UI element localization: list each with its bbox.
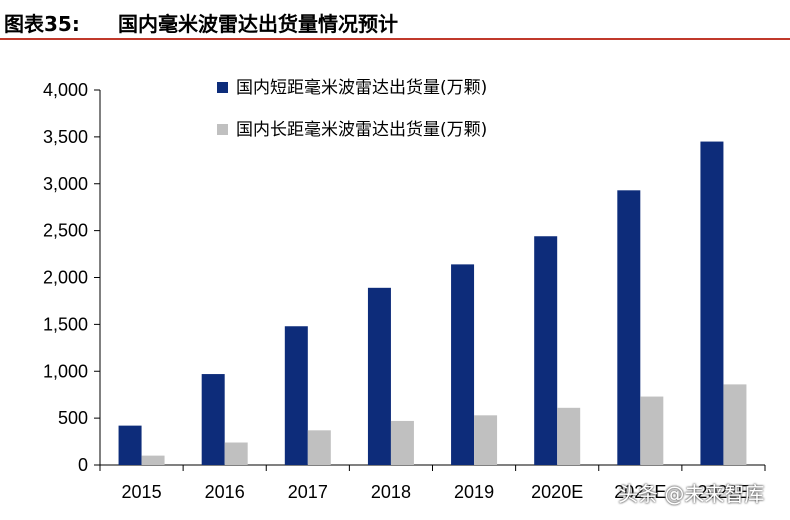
bar-long-range bbox=[141, 455, 165, 465]
y-tick-label: 1,000 bbox=[43, 361, 88, 381]
x-tick-label: 2016 bbox=[205, 482, 245, 502]
x-tick-label: 2019 bbox=[454, 482, 494, 502]
bar-long-range bbox=[390, 420, 414, 465]
legend-label: 国内长距毫米波雷达出货量(万颗) bbox=[236, 120, 487, 140]
bar-short-range bbox=[118, 425, 142, 465]
legend-swatch bbox=[217, 124, 228, 135]
bar-long-range bbox=[307, 430, 331, 465]
bar-short-range bbox=[617, 190, 641, 465]
bar-short-range bbox=[451, 264, 475, 465]
x-tick-label: 2022E bbox=[697, 482, 749, 502]
title-divider bbox=[0, 38, 790, 40]
bar-long-range bbox=[640, 396, 664, 465]
bar-short-range bbox=[534, 236, 558, 465]
bar-long-range bbox=[557, 407, 581, 465]
y-tick-label: 2,500 bbox=[43, 221, 88, 241]
bar-long-range bbox=[723, 384, 747, 465]
chart-title: 国内毫米波雷达出货量情况预计 bbox=[118, 12, 398, 36]
legend-swatch bbox=[217, 82, 228, 93]
y-tick-label: 3,000 bbox=[43, 174, 88, 194]
figure-label: 图表35: bbox=[4, 12, 80, 36]
x-tick-label: 2020E bbox=[531, 482, 583, 502]
legend-label: 国内短距毫米波雷达出货量(万颗) bbox=[236, 78, 487, 98]
y-tick-label: 500 bbox=[58, 408, 88, 428]
title-bar: 图表35: 国内毫米波雷达出货量情况预计 bbox=[0, 0, 790, 44]
x-tick-label: 2021E bbox=[614, 482, 666, 502]
y-tick-label: 2,000 bbox=[43, 268, 88, 288]
y-tick-label: 0 bbox=[78, 455, 88, 475]
bar-short-range bbox=[201, 374, 225, 465]
x-tick-label: 2018 bbox=[371, 482, 411, 502]
x-tick-label: 2017 bbox=[288, 482, 328, 502]
bar-short-range bbox=[284, 326, 308, 465]
x-tick-label: 2015 bbox=[122, 482, 162, 502]
bar-short-range bbox=[700, 141, 724, 465]
y-tick-label: 1,500 bbox=[43, 314, 88, 334]
watermark: 头条 @未来智库 bbox=[618, 482, 765, 506]
y-tick-label: 4,000 bbox=[43, 80, 88, 100]
bar-short-range bbox=[367, 287, 391, 465]
bar-long-range bbox=[474, 415, 498, 465]
y-tick-label: 3,500 bbox=[43, 127, 88, 147]
bar-long-range bbox=[224, 442, 248, 465]
